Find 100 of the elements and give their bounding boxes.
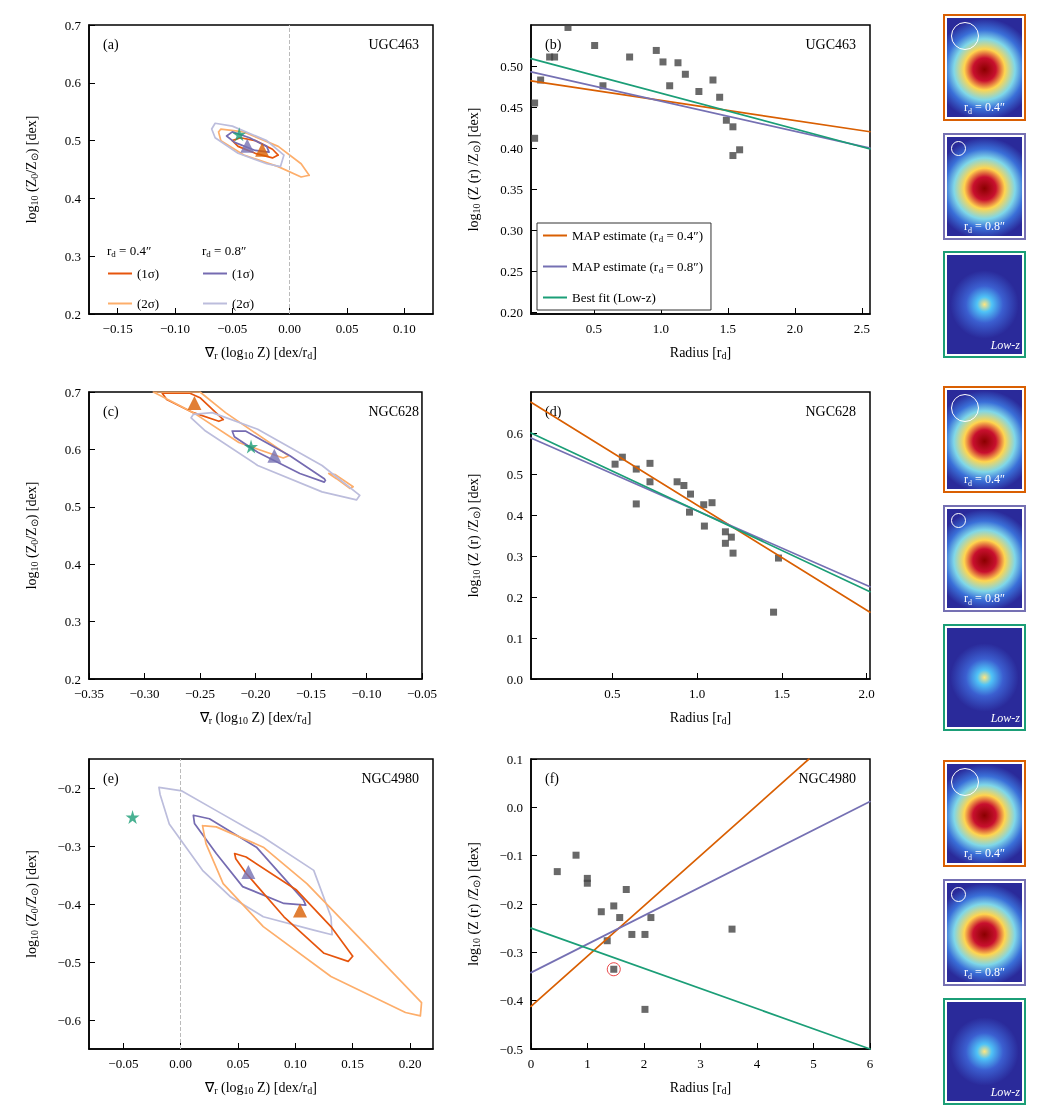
y-tick-label: −0.2 — [57, 780, 81, 796]
point — [622, 886, 630, 893]
y-tick-label: −0.6 — [57, 1012, 82, 1028]
point — [531, 99, 539, 107]
x-tick-label: 4 — [753, 1056, 761, 1071]
x-tick-label: 1 — [584, 1056, 591, 1071]
point — [583, 879, 591, 887]
x-tick-label: 6 — [866, 1056, 874, 1071]
x-tick-label: −0.15 — [295, 686, 327, 701]
text: Low-z — [989, 338, 1021, 353]
point — [736, 146, 744, 154]
x-tick-label: 5 — [810, 1056, 817, 1071]
text: r$_{d}$ = 0.4″ — [963, 471, 1006, 488]
y-tick-label: −0.2 — [499, 896, 523, 912]
y-tick-label: 0.3 — [506, 548, 523, 564]
point — [685, 508, 693, 516]
x-tick-label: 3 — [697, 1056, 704, 1071]
point — [716, 93, 724, 101]
x-tick-label: 2.0 — [858, 686, 875, 701]
point — [674, 59, 682, 67]
point — [626, 53, 634, 61]
point — [553, 868, 561, 876]
x-tick-label: −0.30 — [129, 686, 160, 701]
point — [646, 478, 654, 486]
x-tick-label: −0.25 — [184, 686, 216, 701]
y-tick-label: 0.7 — [64, 17, 82, 33]
y-axis-title: log10 (Z0/Z⊙) [dex] — [23, 115, 40, 224]
text: r$_{d}$ = 0.4″ — [963, 99, 1006, 116]
y-tick-label: 0.6 — [64, 441, 82, 457]
y-tick-label: 0.4 — [64, 190, 82, 206]
x-tick-label: −0.05 — [217, 321, 248, 336]
legend-label: (2σ) — [232, 296, 255, 311]
y-tick-label: 0.7 — [64, 384, 82, 400]
y-tick-label: 0.5 — [64, 133, 81, 149]
point — [652, 46, 660, 54]
text: r$_{d}$ = 0.4″ — [963, 845, 1006, 862]
y-tick-label: −0.4 — [57, 896, 82, 912]
y-tick-label: −0.5 — [57, 954, 81, 970]
y-axis-title: log10 (Z (r) /Z⊙) [dex] — [465, 842, 482, 966]
y-tick-label: 0.3 — [64, 248, 81, 264]
x-tick-label: 0 — [527, 1056, 535, 1071]
y-tick-label: 0.0 — [506, 799, 523, 815]
point — [709, 76, 717, 84]
point — [700, 501, 708, 509]
y-tick-label: 0.2 — [64, 671, 81, 687]
point — [708, 499, 716, 507]
x-tick-label: 1.5 — [719, 321, 737, 336]
point — [729, 123, 737, 131]
point — [572, 851, 580, 859]
point — [770, 608, 778, 616]
x-tick-label: 0.00 — [278, 321, 302, 336]
y-tick-label: 0.20 — [500, 304, 523, 320]
y-tick-label: 0.5 — [64, 499, 81, 515]
point — [666, 82, 674, 90]
point — [729, 152, 737, 160]
y-axis-title: log10 (Z0/Z⊙) [dex] — [23, 850, 40, 958]
y-axis-title: log10 (Z0/Z⊙) [dex] — [23, 481, 40, 590]
point — [241, 865, 256, 880]
y-tick-label: 0.6 — [64, 75, 82, 91]
y-tick-label: −0.5 — [499, 1041, 523, 1057]
legend-label: (2σ) — [137, 296, 160, 311]
point — [641, 1005, 649, 1013]
point — [721, 528, 729, 536]
y-tick-label: −0.4 — [499, 993, 524, 1009]
x-tick-label: 0.00 — [169, 1056, 193, 1071]
x-tick-label: 1.0 — [652, 321, 670, 336]
point — [700, 522, 708, 530]
legend-label: (1σ) — [137, 266, 160, 281]
point — [267, 448, 282, 463]
point — [244, 439, 259, 454]
y-tick-label: 0.50 — [500, 58, 523, 74]
annotation: NGC628 — [368, 403, 419, 419]
y-tick-label: 0.45 — [500, 99, 523, 115]
y-tick-label: 0.6 — [506, 425, 524, 441]
point — [591, 42, 599, 50]
x-tick-label: 0.05 — [335, 321, 359, 336]
x-tick-label: 0.10 — [392, 321, 416, 336]
y-tick-label: 0.0 — [506, 671, 523, 687]
y-tick-label: 0.25 — [500, 263, 523, 279]
x-tick-label: 2 — [640, 1056, 648, 1071]
point — [292, 903, 307, 918]
point — [641, 930, 649, 938]
point — [681, 70, 689, 78]
x-tick-label: 0.10 — [284, 1056, 307, 1071]
y-tick-label: 0.1 — [506, 630, 523, 646]
point — [628, 930, 636, 938]
y-tick-label: 0.30 — [500, 222, 523, 238]
x-tick-label: 1.0 — [688, 686, 706, 701]
point — [728, 925, 736, 933]
text: r$_{d}$ = 0.8″ — [963, 218, 1006, 235]
annotation: (e) — [103, 770, 119, 787]
point — [647, 914, 655, 922]
text: r$_{d}$ = 0.8″ — [963, 590, 1006, 607]
point — [531, 134, 539, 142]
legend-label: (1σ) — [232, 266, 255, 281]
annotation: NGC4980 — [361, 770, 419, 786]
x-tick-label: −0.05 — [406, 686, 438, 701]
point — [616, 914, 624, 922]
point — [695, 88, 703, 95]
text: Low-z — [989, 711, 1021, 726]
